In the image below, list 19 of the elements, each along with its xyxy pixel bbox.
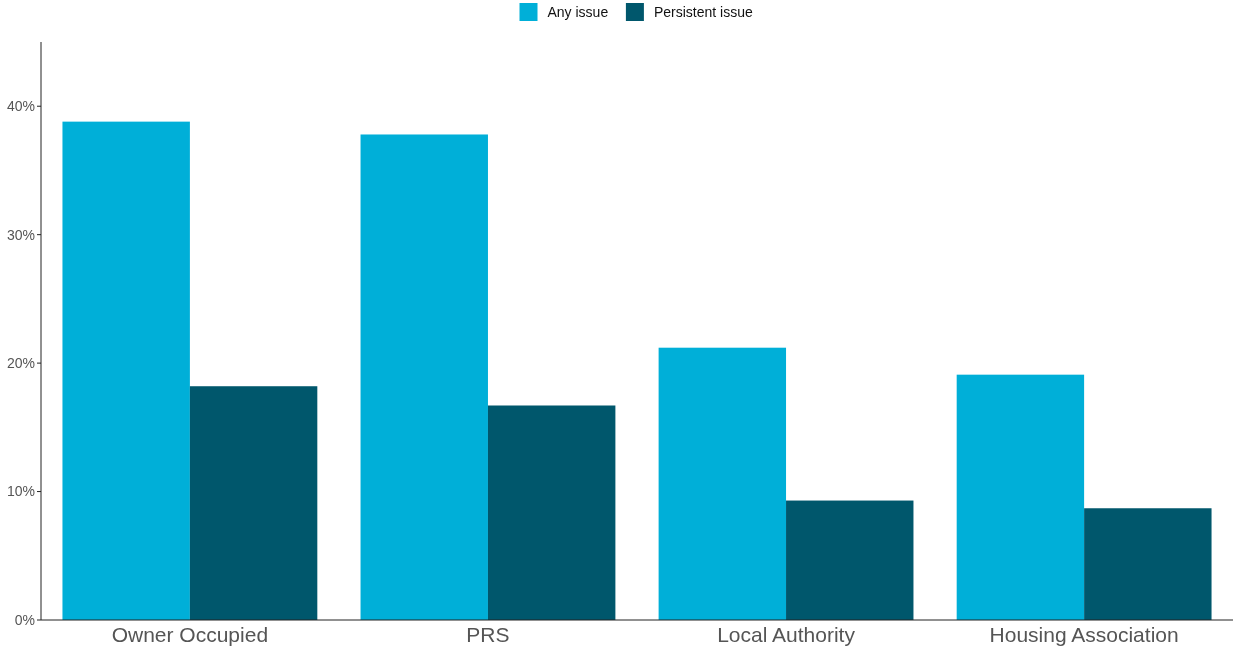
- x-tick-label: PRS: [466, 623, 510, 646]
- bar: [786, 500, 914, 620]
- legend-label: Any issue: [547, 3, 609, 20]
- bar: [189, 386, 318, 620]
- bar: [487, 405, 616, 620]
- y-tick-label: 30%: [6, 226, 35, 243]
- bar: [360, 134, 488, 620]
- y-tick-label: 0%: [14, 611, 35, 628]
- legend-label: Persistent issue: [653, 3, 753, 20]
- bar: [956, 374, 1085, 620]
- y-tick-label: 10%: [6, 483, 35, 500]
- y-tick-label: 40%: [6, 98, 35, 115]
- bar: [1084, 508, 1212, 620]
- bar: [62, 121, 190, 620]
- x-tick-label: Local Authority: [717, 623, 856, 646]
- y-tick-label: 20%: [6, 355, 35, 372]
- bar: [658, 347, 787, 620]
- x-tick-label: Owner Occupied: [111, 623, 269, 646]
- x-tick-label: Housing Association: [989, 623, 1179, 646]
